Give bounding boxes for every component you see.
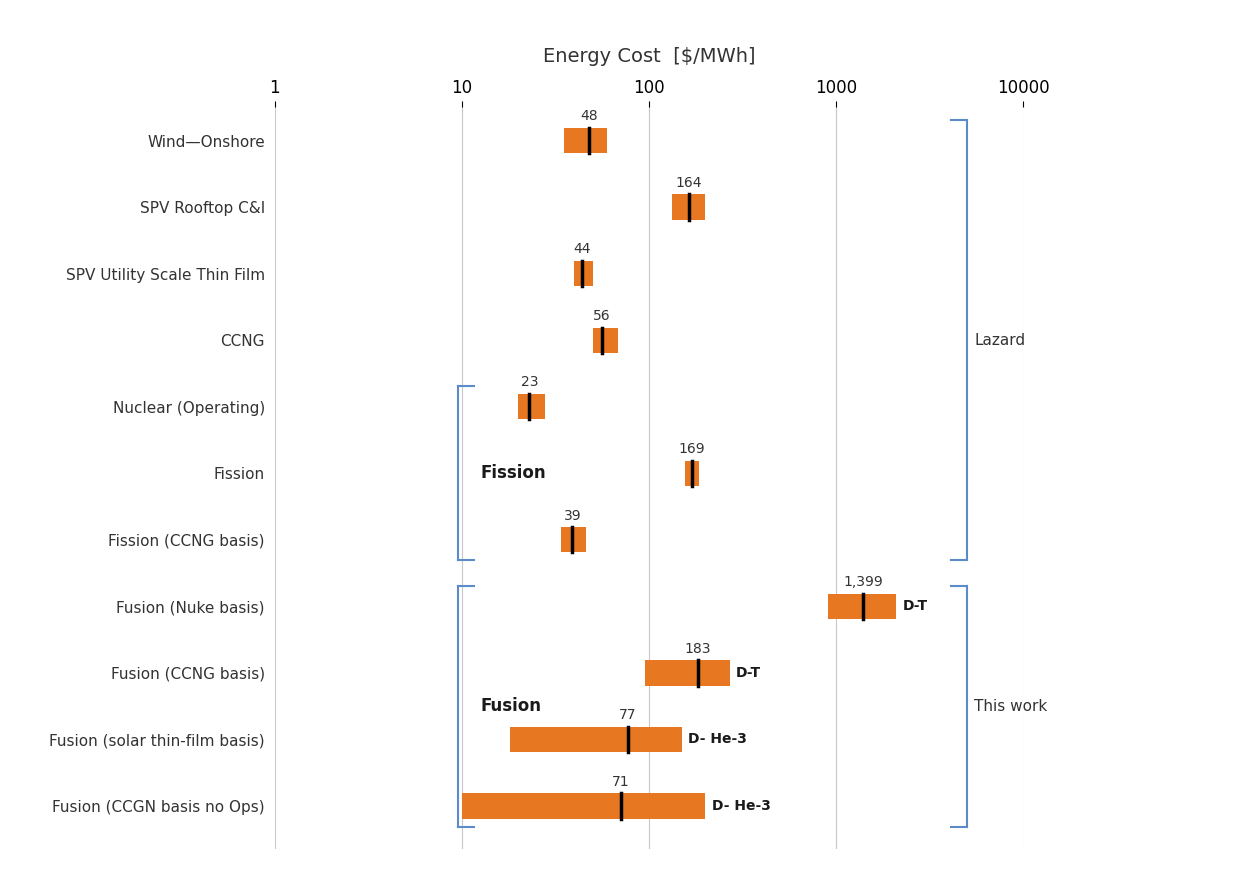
- Bar: [509, 727, 681, 752]
- Text: Lazard: Lazard: [975, 333, 1026, 348]
- Text: This work: This work: [975, 699, 1048, 713]
- Title: Energy Cost  [$/MWh]: Energy Cost [$/MWh]: [543, 47, 755, 66]
- Text: 56: 56: [593, 309, 610, 323]
- Bar: [593, 327, 618, 353]
- Text: 23: 23: [520, 375, 538, 390]
- Text: 169: 169: [679, 442, 705, 456]
- Bar: [564, 128, 608, 153]
- Bar: [827, 594, 896, 619]
- Text: 48: 48: [580, 109, 598, 123]
- Text: 183: 183: [685, 642, 711, 655]
- Text: D- He-3: D- He-3: [711, 799, 770, 813]
- Text: D-T: D-T: [736, 666, 761, 680]
- Bar: [562, 527, 585, 552]
- Bar: [462, 793, 705, 819]
- Text: D-T: D-T: [902, 599, 927, 613]
- Text: 1,399: 1,399: [844, 575, 884, 589]
- Text: 39: 39: [564, 509, 582, 523]
- Text: 44: 44: [574, 242, 592, 257]
- Bar: [518, 394, 545, 419]
- Text: D- He-3: D- He-3: [688, 732, 748, 746]
- Text: 71: 71: [613, 775, 630, 789]
- Bar: [685, 460, 699, 486]
- Bar: [673, 195, 705, 220]
- Text: 77: 77: [619, 708, 636, 722]
- Text: Fission: Fission: [480, 464, 545, 482]
- Bar: [645, 661, 730, 686]
- Text: Fusion: Fusion: [480, 697, 542, 715]
- Text: 164: 164: [676, 176, 703, 190]
- Bar: [574, 261, 593, 286]
